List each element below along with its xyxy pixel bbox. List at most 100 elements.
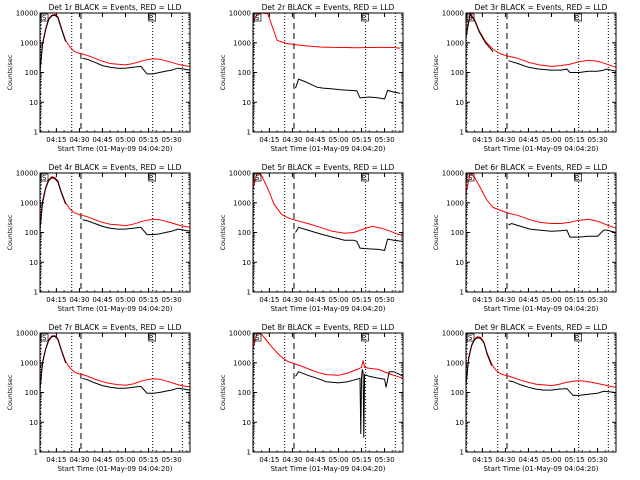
x-tick-label: 04:45 bbox=[518, 456, 538, 464]
start-marker: S bbox=[468, 174, 473, 182]
x-axis-label: Start Time (01-May-09 04:04:20) bbox=[57, 465, 172, 473]
x-tick-label: 05:30 bbox=[587, 296, 607, 304]
end-marker: E bbox=[575, 14, 579, 22]
x-tick-label: 04:30 bbox=[495, 456, 515, 464]
x-tick-label: 04:15 bbox=[259, 296, 279, 304]
x-tick-label: 04:30 bbox=[282, 296, 302, 304]
y-tick-label: 10 bbox=[455, 99, 464, 107]
end-marker: E bbox=[149, 334, 153, 342]
y-tick-label: 1000 bbox=[20, 199, 38, 207]
x-tick-label: 04:15 bbox=[46, 136, 66, 144]
end-marker-box bbox=[574, 333, 582, 342]
y-tick-label: 10000 bbox=[442, 10, 464, 18]
y-tick-label: 10 bbox=[242, 99, 251, 107]
end-marker: E bbox=[575, 334, 579, 342]
x-tick-label: 05:00 bbox=[541, 136, 561, 144]
start-marker: S bbox=[468, 334, 473, 342]
y-tick-label: 10 bbox=[242, 259, 251, 267]
x-tick-label: 04:15 bbox=[259, 456, 279, 464]
y-tick-label: 10000 bbox=[442, 330, 464, 338]
x-tick-label: 05:15 bbox=[564, 296, 584, 304]
x-tick-label: 05:00 bbox=[115, 456, 135, 464]
x-tick-label: 04:15 bbox=[259, 136, 279, 144]
series-line-lld bbox=[252, 332, 404, 379]
x-tick-label: 05:15 bbox=[351, 136, 371, 144]
series-line-lld bbox=[39, 176, 191, 228]
y-tick-label: 1000 bbox=[20, 359, 38, 367]
y-tick-label: 1 bbox=[247, 289, 251, 297]
x-axis-label: Start Time (01-May-09 04:04:20) bbox=[270, 145, 385, 153]
y-tick-label: 10 bbox=[29, 259, 38, 267]
series-line-events bbox=[465, 337, 617, 396]
x-tick-label: 05:30 bbox=[587, 136, 607, 144]
y-axis-label: Counts/sec bbox=[6, 374, 14, 410]
y-tick-label: 1 bbox=[460, 129, 464, 137]
x-tick-label: 05:30 bbox=[161, 456, 181, 464]
x-tick-label: 05:00 bbox=[328, 296, 348, 304]
y-tick-label: 1 bbox=[460, 289, 464, 297]
chart-title: Det 1r BLACK = Events, RED = LLD bbox=[49, 3, 182, 12]
x-tick-label: 05:00 bbox=[328, 456, 348, 464]
y-tick-label: 1000 bbox=[446, 199, 464, 207]
series-line-lld bbox=[39, 13, 191, 71]
end-marker: E bbox=[149, 14, 153, 22]
y-tick-label: 1000 bbox=[233, 359, 251, 367]
y-axis-label: Counts/sec bbox=[6, 54, 14, 90]
y-tick-label: 100 bbox=[25, 229, 38, 237]
series-line-events bbox=[295, 369, 404, 438]
y-tick-label: 100 bbox=[451, 389, 464, 397]
x-tick-label: 05:00 bbox=[328, 136, 348, 144]
end-marker-box bbox=[361, 173, 369, 182]
series-line-events bbox=[39, 14, 191, 75]
series-line-lld bbox=[39, 335, 191, 388]
end-marker-box bbox=[148, 13, 156, 22]
chart-title: Det 7r BLACK = Events, RED = LLD bbox=[49, 323, 182, 332]
chart-title: Det 3r BLACK = Events, RED = LLD bbox=[475, 3, 608, 12]
x-tick-label: 05:30 bbox=[161, 136, 181, 144]
x-tick-label: 04:45 bbox=[92, 296, 112, 304]
start-marker: S bbox=[468, 14, 473, 22]
x-tick-label: 04:15 bbox=[472, 136, 492, 144]
x-tick-label: 05:30 bbox=[374, 136, 394, 144]
series-line-events bbox=[465, 13, 617, 73]
x-tick-label: 05:15 bbox=[138, 136, 158, 144]
x-tick-label: 04:15 bbox=[472, 456, 492, 464]
x-tick-label: 04:15 bbox=[46, 456, 66, 464]
x-axis-label: Start Time (01-May-09 04:04:20) bbox=[57, 305, 172, 313]
x-tick-label: 05:30 bbox=[374, 456, 394, 464]
x-tick-label: 05:15 bbox=[564, 456, 584, 464]
y-tick-label: 1000 bbox=[446, 359, 464, 367]
x-tick-label: 05:30 bbox=[374, 296, 394, 304]
chart-title: Det 2r BLACK = Events, RED = LLD bbox=[262, 3, 395, 12]
y-tick-label: 100 bbox=[25, 389, 38, 397]
end-marker: E bbox=[362, 174, 366, 182]
x-tick-label: 04:30 bbox=[495, 136, 515, 144]
x-tick-label: 05:15 bbox=[351, 296, 371, 304]
y-tick-label: 100 bbox=[451, 69, 464, 77]
end-marker: E bbox=[149, 174, 153, 182]
x-axis-label: Start Time (01-May-09 04:04:20) bbox=[270, 465, 385, 473]
y-tick-label: 10000 bbox=[16, 10, 38, 18]
y-tick-label: 1000 bbox=[20, 39, 38, 47]
series-line-lld bbox=[465, 336, 617, 388]
end-marker: E bbox=[362, 14, 366, 22]
end-marker: E bbox=[362, 334, 366, 342]
end-marker-box bbox=[361, 333, 369, 342]
x-tick-label: 04:45 bbox=[518, 136, 538, 144]
y-tick-label: 10 bbox=[29, 419, 38, 427]
x-tick-label: 04:30 bbox=[282, 136, 302, 144]
x-tick-label: 04:30 bbox=[69, 456, 89, 464]
series-line-events bbox=[39, 335, 191, 394]
chart-title: Det 5r BLACK = Events, RED = LLD bbox=[262, 163, 395, 172]
y-tick-label: 100 bbox=[238, 229, 251, 237]
y-tick-label: 10 bbox=[455, 419, 464, 427]
x-tick-label: 04:45 bbox=[305, 136, 325, 144]
x-tick-label: 05:15 bbox=[564, 136, 584, 144]
